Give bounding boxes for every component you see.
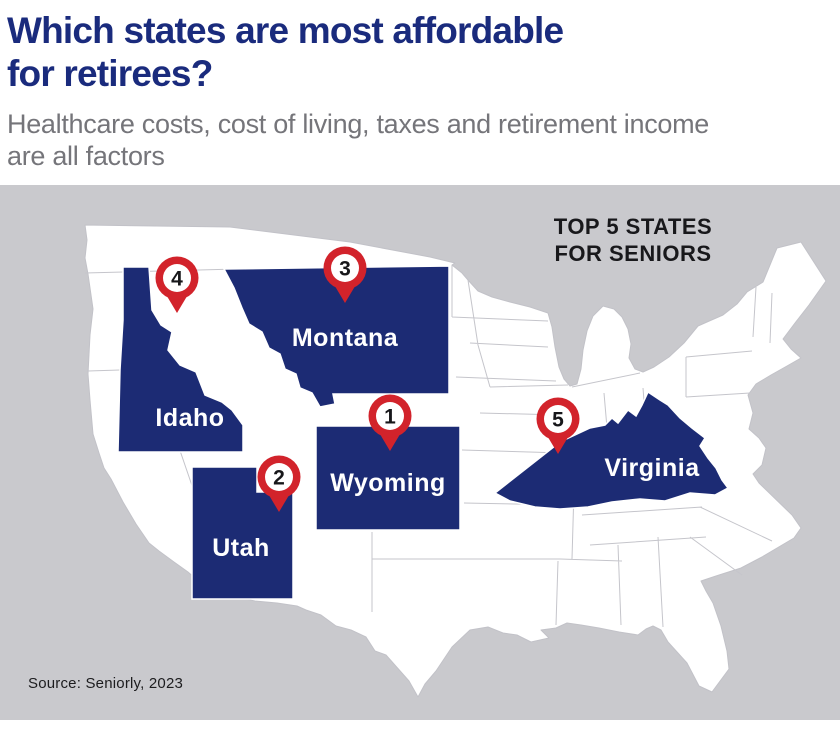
us-map-panel: Montana Idaho Wyoming Utah Virginia 1 2 … <box>0 184 840 720</box>
page-title-line1: Which states are most affordable <box>7 10 564 51</box>
label-utah: Utah <box>212 534 270 562</box>
pin-rank-1-wyoming: 1 <box>368 394 412 451</box>
label-wyoming: Wyoming <box>330 469 446 497</box>
page-subtitle-line2: are all factors <box>7 141 165 172</box>
pin-number: 5 <box>552 408 564 431</box>
label-idaho: Idaho <box>155 404 224 432</box>
source-attribution: Source: Seniorly, 2023 <box>28 674 184 692</box>
map-legend-line2: FOR SENIORS <box>554 240 712 266</box>
pin-rank-4-idaho: 4 <box>155 256 199 313</box>
pin-rank-2-utah: 2 <box>257 455 301 512</box>
state-montana <box>222 264 450 408</box>
pin-number: 1 <box>384 405 396 428</box>
us-map: Montana Idaho Wyoming Utah Virginia 1 2 … <box>84 224 827 698</box>
infographic-header: Which states are most affordable for ret… <box>0 0 840 173</box>
page-title: Which states are most affordable for ret… <box>7 10 822 96</box>
map-legend-line1: TOP 5 STATES <box>553 213 713 239</box>
pin-rank-3-montana: 3 <box>323 246 367 303</box>
map-legend-title: TOP 5 STATES FOR SENIORS <box>513 213 753 267</box>
page-subtitle-line1: Healthcare costs, cost of living, taxes … <box>7 108 710 139</box>
state-wyoming <box>315 424 461 531</box>
pin-inner-circle <box>376 401 404 430</box>
pin-inner-circle <box>265 462 293 491</box>
pin-number: 3 <box>339 257 351 280</box>
pin-inner-circle <box>331 253 359 282</box>
page-title-line2: for retirees? <box>7 52 213 94</box>
pin-number: 4 <box>171 267 183 290</box>
state-virginia <box>493 390 730 510</box>
label-virginia: Virginia <box>604 454 700 482</box>
label-montana: Montana <box>292 324 399 352</box>
page-subtitle: Healthcare costs, cost of living, taxes … <box>7 108 822 173</box>
pin-rank-5-virginia: 5 <box>536 397 580 454</box>
pin-number: 2 <box>273 466 285 489</box>
pin-inner-circle <box>163 263 191 292</box>
state-idaho <box>117 265 244 453</box>
pin-inner-circle <box>544 404 572 433</box>
